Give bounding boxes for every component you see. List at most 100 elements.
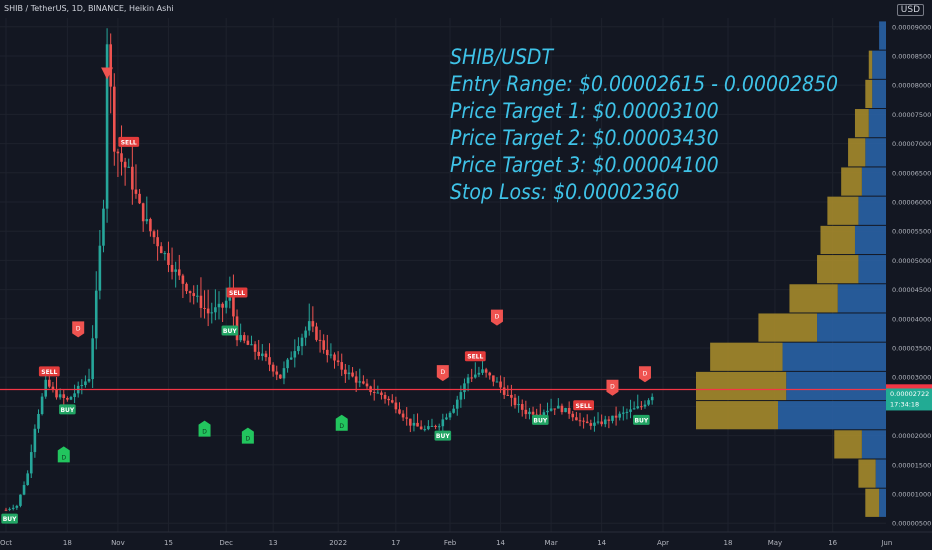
volume-profile-down-bar xyxy=(865,488,880,517)
candle-body xyxy=(66,397,69,400)
candle-body xyxy=(553,408,557,410)
candle-body xyxy=(390,400,394,403)
current-price-label-box xyxy=(886,388,932,411)
candle-body xyxy=(311,321,315,327)
y-axis-panel xyxy=(886,0,932,550)
candle-body xyxy=(437,426,441,428)
candle-body xyxy=(181,275,185,284)
candle-body xyxy=(131,166,134,190)
x-axis-tick-label: 13 xyxy=(269,539,278,547)
candle-body xyxy=(116,151,120,154)
candle-body xyxy=(622,412,625,414)
candle-body xyxy=(109,44,112,87)
candle-body xyxy=(351,372,354,377)
candle-body xyxy=(448,412,452,418)
volume-profile-up-bar xyxy=(875,459,886,488)
sell-flag-marker xyxy=(490,309,503,326)
trade-info-box: SHIB/USDT Entry Range: $0.00002615 - 0.0… xyxy=(450,44,838,206)
candle-body xyxy=(481,369,484,373)
y-axis-tick-label: 0.00008000 xyxy=(892,82,931,90)
candle-body xyxy=(499,381,502,388)
candle-body xyxy=(15,505,19,508)
candle-body xyxy=(163,253,167,255)
candle-body xyxy=(445,417,448,420)
currency-badge[interactable]: USD xyxy=(896,4,924,16)
volume-profile-down-bar xyxy=(854,109,869,138)
candle-body xyxy=(297,346,300,352)
buy-signal-box xyxy=(221,325,239,336)
candle-body xyxy=(170,264,174,272)
candle-body xyxy=(58,394,62,398)
candle-body xyxy=(470,377,473,379)
y-axis-tick-label: 0.00009000 xyxy=(892,23,931,31)
candle-body xyxy=(315,326,318,340)
sell-signal-box xyxy=(573,400,594,411)
candle-body xyxy=(340,362,344,370)
candle-body xyxy=(520,404,524,410)
candle-body xyxy=(495,381,499,383)
candle-body xyxy=(492,375,495,382)
candle-body xyxy=(513,397,517,406)
candle-body xyxy=(427,426,430,430)
candle-body xyxy=(423,429,427,431)
candle-body xyxy=(152,231,156,238)
buy-signal-label: BUY xyxy=(634,417,648,424)
candle-body xyxy=(73,393,76,397)
x-axis-tick-label: 18 xyxy=(63,539,72,547)
candle-body xyxy=(474,374,477,378)
buy-flag-glyph: D xyxy=(246,436,251,443)
info-line-pair: SHIB/USDT xyxy=(450,45,554,69)
symbol-header[interactable]: SHIB / TetherUS, 1D, BINANCE, Heikin Ash… xyxy=(4,4,174,13)
info-line-target-3: Price Target 3: $0.00004100 xyxy=(450,153,719,177)
buy-signal-box xyxy=(531,414,549,425)
candle-body xyxy=(618,413,621,418)
buy-signal-box xyxy=(59,404,76,415)
candle-body xyxy=(394,402,398,410)
candle-body xyxy=(232,292,235,317)
candles-group xyxy=(4,28,654,512)
candle-body xyxy=(567,407,571,414)
candle-body xyxy=(380,392,383,395)
candle-body xyxy=(582,420,585,422)
candle-body xyxy=(257,351,260,356)
y-axis-tick-label: 0.00007500 xyxy=(892,111,931,119)
candle-body xyxy=(123,161,127,168)
candle-body xyxy=(434,425,437,427)
candle-body xyxy=(564,407,567,413)
y-axis-tick-label: 0.00007000 xyxy=(892,140,931,148)
candle-body xyxy=(325,349,329,356)
x-axis-tick-label: 16 xyxy=(828,539,837,547)
buy-signal-box xyxy=(633,414,650,425)
candle-body xyxy=(383,394,387,399)
candle-body xyxy=(455,399,459,409)
candle-body xyxy=(113,86,116,152)
candle-body xyxy=(11,507,15,509)
buy-flag-marker xyxy=(335,414,348,431)
candle-body xyxy=(105,44,109,209)
candle-body xyxy=(279,374,282,379)
x-axis-tick-label: 17 xyxy=(391,539,400,547)
buy-signal-label: BUY xyxy=(533,417,547,424)
candle-body xyxy=(40,396,44,415)
candle-body xyxy=(401,413,405,418)
candle-body xyxy=(329,354,333,356)
triangle-down-marker xyxy=(101,67,114,80)
buy-flag-marker xyxy=(198,420,211,437)
candle-body xyxy=(102,208,105,246)
volume-profile-up-bar xyxy=(817,313,886,342)
candle-body xyxy=(246,340,250,345)
candle-body xyxy=(87,379,91,382)
candle-body xyxy=(196,295,199,297)
x-axis-tick-label: Dec xyxy=(219,539,233,547)
y-axis-tick-label: 0.00006000 xyxy=(892,198,931,206)
candle-body xyxy=(650,396,654,401)
candle-body xyxy=(91,338,94,380)
candle-body xyxy=(596,421,600,423)
y-axis-tick-label: 0.00006500 xyxy=(892,169,931,177)
volume-profile-down-bar xyxy=(841,167,862,196)
sell-signal-label: SELL xyxy=(121,139,137,146)
candle-body xyxy=(138,193,141,204)
y-axis-tick-label: 0.00004000 xyxy=(892,315,931,323)
info-line-target-2: Price Target 2: $0.00003430 xyxy=(450,126,719,150)
